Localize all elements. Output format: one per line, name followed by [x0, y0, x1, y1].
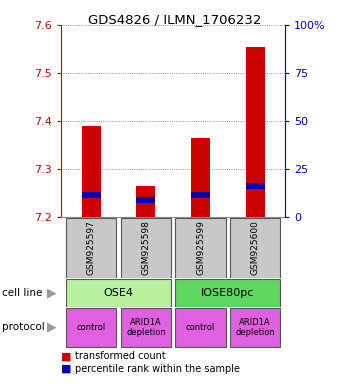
- Bar: [191, 192, 210, 198]
- Bar: [66, 218, 117, 278]
- Bar: [82, 192, 101, 198]
- Bar: [246, 46, 265, 217]
- Text: OSE4: OSE4: [104, 288, 134, 298]
- Text: protocol: protocol: [2, 322, 44, 332]
- Text: ■: ■: [61, 364, 72, 374]
- Text: ▶: ▶: [47, 286, 57, 299]
- Bar: [175, 308, 226, 347]
- Text: GDS4826 / ILMN_1706232: GDS4826 / ILMN_1706232: [88, 13, 262, 26]
- Text: GSM925599: GSM925599: [196, 220, 205, 275]
- Text: ARID1A
depletion: ARID1A depletion: [126, 318, 166, 337]
- Text: GSM925597: GSM925597: [87, 220, 96, 275]
- Text: ARID1A
depletion: ARID1A depletion: [235, 318, 275, 337]
- Text: GSM925600: GSM925600: [251, 220, 260, 275]
- Text: ■: ■: [61, 351, 72, 361]
- Text: IOSE80pc: IOSE80pc: [201, 288, 254, 298]
- Bar: [191, 138, 210, 217]
- Bar: [230, 218, 280, 278]
- Bar: [175, 279, 280, 306]
- Bar: [66, 279, 171, 306]
- Text: percentile rank within the sample: percentile rank within the sample: [75, 364, 240, 374]
- Text: ▶: ▶: [47, 321, 57, 334]
- Text: control: control: [77, 323, 106, 332]
- Text: GSM925598: GSM925598: [141, 220, 150, 275]
- Bar: [175, 218, 226, 278]
- Text: cell line: cell line: [2, 288, 42, 298]
- Bar: [121, 308, 171, 347]
- Bar: [136, 186, 155, 217]
- Text: transformed count: transformed count: [75, 351, 166, 361]
- Bar: [82, 126, 101, 217]
- Bar: [136, 197, 155, 203]
- Text: control: control: [186, 323, 215, 332]
- Bar: [66, 308, 117, 347]
- Bar: [230, 308, 280, 347]
- Bar: [246, 183, 265, 189]
- Bar: [121, 218, 171, 278]
